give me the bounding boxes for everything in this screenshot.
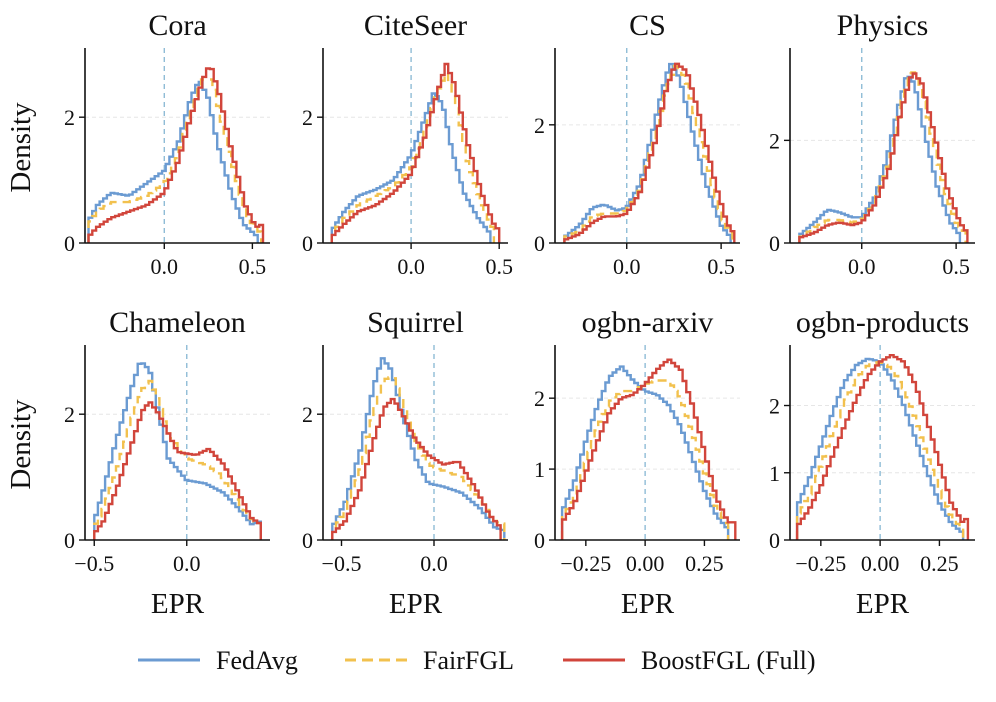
panel-title-ogbn-products: ogbn-products xyxy=(796,306,969,339)
x-tick-label-ogbn-products-1: 0.00 xyxy=(861,551,900,576)
series-fedavg-physics xyxy=(798,75,962,243)
panel-squirrel: 0 2 −0.5 0.0 Squirrel EPR xyxy=(302,306,508,620)
series-fairfgl-squirrel xyxy=(331,376,506,540)
series-fedavg-squirrel xyxy=(331,357,506,540)
series-boostfgl-full-physics xyxy=(798,72,969,243)
x-tick-label-cora-1: 0.5 xyxy=(239,254,267,279)
x-axis-label-squirrel: EPR xyxy=(389,588,443,620)
y-tick-label-cora-2: 2 xyxy=(64,105,75,130)
y-tick-label-chameleon-2: 2 xyxy=(64,402,75,427)
panel-title-cs: CS xyxy=(629,9,666,42)
panel-chameleon: 0 2 −0.5 0.0 Chameleon Density EPR xyxy=(5,306,270,620)
series-fedavg-ogbn-arxiv xyxy=(560,365,730,540)
x-tick-label-ogbn-arxiv-2: 0.25 xyxy=(685,551,724,576)
x-tick-label-squirrel-1: 0.0 xyxy=(420,551,448,576)
panel-title-squirrel: Squirrel xyxy=(367,306,464,339)
x-tick-label-cs-1: 0.5 xyxy=(707,254,735,279)
series-boostfgl-full-cs xyxy=(563,62,736,243)
x-tick-label-ogbn-arxiv-1: 0.00 xyxy=(626,551,665,576)
y-axis-label-chameleon: Density xyxy=(5,399,37,490)
y-tick-label-cs-0: 0 xyxy=(534,231,545,256)
series-fairfgl-physics xyxy=(798,71,967,243)
panel-title-ogbn-arxiv: ogbn-arxiv xyxy=(582,306,714,339)
series-fairfgl-cora xyxy=(87,78,263,243)
panel-citeseer: 0 2 0.0 0.5 CiteSeer xyxy=(302,9,513,279)
panel-title-chameleon: Chameleon xyxy=(109,306,246,339)
panel-physics: 0 2 0.0 0.5 Physics xyxy=(769,9,975,279)
series-fedavg-chameleon xyxy=(93,362,262,540)
x-tick-label-cora-0: 0.0 xyxy=(151,254,179,279)
y-tick-label-physics-0: 0 xyxy=(769,231,780,256)
x-tick-label-physics-0: 0.0 xyxy=(848,254,876,279)
panel-title-physics: Physics xyxy=(837,9,929,42)
x-tick-label-chameleon-1: 0.0 xyxy=(173,551,201,576)
series-fairfgl-chameleon xyxy=(93,379,262,540)
y-tick-label-squirrel-0: 0 xyxy=(302,528,313,553)
x-tick-label-ogbn-products-2: 0.25 xyxy=(920,551,959,576)
panel-title-cora: Cora xyxy=(148,9,206,42)
y-tick-label-citeseer-2: 2 xyxy=(302,105,313,130)
x-tick-label-physics-1: 0.5 xyxy=(942,254,970,279)
y-tick-label-ogbn-arxiv-0: 0 xyxy=(534,528,545,553)
y-tick-label-ogbn-arxiv-1: 1 xyxy=(534,457,545,482)
panel-ogbn-arxiv: 0 1 2 −0.25 0.00 0.25 ogbn-arxiv EPR xyxy=(534,306,740,620)
x-tick-label-chameleon-0: −0.5 xyxy=(74,551,114,576)
legend: FedAvg FairFGL BoostFGL (Full) xyxy=(138,646,816,675)
series-fairfgl-citeseer xyxy=(330,72,496,243)
y-tick-label-physics-2: 2 xyxy=(769,128,780,153)
x-axis-label-chameleon: EPR xyxy=(151,588,205,620)
series-boostfgl-full-cora xyxy=(87,67,265,243)
panel-title-citeseer: CiteSeer xyxy=(364,9,467,42)
series-fairfgl-cs xyxy=(563,64,734,243)
series-fedavg-ogbn-products xyxy=(795,357,965,540)
y-tick-label-cs-2: 2 xyxy=(534,113,545,138)
legend-label-fedavg: FedAvg xyxy=(216,646,298,675)
series-fedavg-citeseer xyxy=(330,92,492,243)
x-tick-label-ogbn-arxiv-0: −0.25 xyxy=(560,551,611,576)
x-tick-label-ogbn-products-0: −0.25 xyxy=(795,551,846,576)
series-fairfgl-ogbn-arxiv xyxy=(560,379,730,540)
y-tick-label-citeseer-0: 0 xyxy=(302,231,313,256)
series-boostfgl-full-citeseer xyxy=(330,62,501,243)
x-tick-label-citeseer-1: 0.5 xyxy=(485,254,513,279)
series-fedavg-cora xyxy=(87,80,259,243)
x-tick-label-cs-0: 0.0 xyxy=(613,254,641,279)
y-tick-label-ogbn-products-2: 2 xyxy=(769,394,780,419)
panel-ogbn-products: 0 1 2 −0.25 0.00 0.25 ogbn-products EPR xyxy=(769,306,975,620)
series-boostfgl-full-squirrel xyxy=(331,397,502,540)
legend-label-fairfgl: FairFGL xyxy=(423,646,514,675)
x-tick-label-citeseer-0: 0.0 xyxy=(397,254,425,279)
y-tick-label-cora-0: 0 xyxy=(64,231,75,256)
x-axis-label-ogbn-products: EPR xyxy=(856,588,910,620)
series-boostfgl-full-chameleon xyxy=(93,401,262,540)
y-tick-label-ogbn-arxiv-2: 2 xyxy=(534,386,545,411)
x-axis-label-ogbn-arxiv: EPR xyxy=(621,588,675,620)
y-tick-label-ogbn-products-1: 1 xyxy=(769,461,780,486)
x-tick-label-squirrel-0: −0.5 xyxy=(322,551,362,576)
series-boostfgl-full-ogbn-arxiv xyxy=(560,358,737,540)
panel-cs: 0 2 0.0 0.5 CS xyxy=(534,9,740,279)
legend-label-boostfgl-full: BoostFGL (Full) xyxy=(641,646,816,675)
y-tick-label-chameleon-0: 0 xyxy=(64,528,75,553)
y-tick-label-squirrel-2: 2 xyxy=(302,402,313,427)
series-boostfgl-full-ogbn-products xyxy=(795,354,970,540)
panel-cora: 0 2 0.0 0.5 Cora Density xyxy=(5,9,270,279)
y-tick-label-ogbn-products-0: 0 xyxy=(769,528,780,553)
y-axis-label-cora: Density xyxy=(5,102,37,193)
